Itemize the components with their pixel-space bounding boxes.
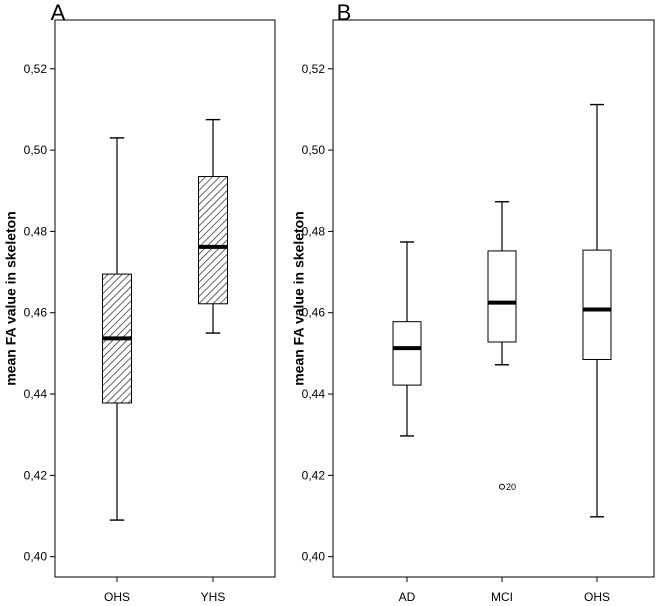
plot-frame <box>332 19 655 578</box>
y-tick-label: 0,52 <box>24 62 48 76</box>
y-axis-label: mean FA value in skeleton <box>3 211 19 386</box>
y-tick-label: 0,40 <box>302 550 326 564</box>
panel-B: B 0,40 0,42 0,44 0,46 0,48 0,50 0,52 mean FA val… <box>291 0 655 604</box>
x-tick-label: MCI <box>491 590 513 604</box>
x-tick-label: AD <box>399 590 416 604</box>
panels: A 0,40 0,42 0,44 0,46 0,48 0,50 0,52 mean FA val… <box>3 0 655 604</box>
x-tick-label: OHS <box>104 590 130 604</box>
y-tick-label: 0,48 <box>302 224 326 238</box>
box-ohs <box>582 103 612 518</box>
y-tick-label: 0,42 <box>302 468 326 482</box>
y-tick-label: 0,40 <box>24 550 48 564</box>
y-tick-label: 0,52 <box>302 62 326 76</box>
box-iqr <box>392 321 422 386</box>
box-iqr <box>582 249 612 360</box>
y-tick-label: 0,42 <box>24 468 48 482</box>
box-iqr <box>487 250 517 343</box>
y-tick-label: 0,46 <box>302 306 326 320</box>
y-tick-label: 0,46 <box>24 306 48 320</box>
box-ad <box>392 241 422 437</box>
panel-label: B <box>337 0 352 25</box>
panel-A: A 0,40 0,42 0,44 0,46 0,48 0,50 0,52 mean FA val… <box>3 0 276 604</box>
y-axis-label: mean FA value in skeleton <box>291 211 307 386</box>
outlier-label: 20 <box>506 482 516 492</box>
outlier-point <box>499 483 505 490</box>
y-tick-label: 0,44 <box>24 387 48 401</box>
y-tick-label: 0,44 <box>302 387 326 401</box>
box-yhs <box>198 118 228 334</box>
x-tick-label: OHS <box>584 590 610 604</box>
y-tick-label: 0,50 <box>24 143 48 157</box>
y-tick-label: 0,48 <box>24 224 48 238</box>
box-mci: 20 <box>487 201 517 492</box>
box-ohs <box>102 137 132 521</box>
panel-label: A <box>51 0 66 25</box>
box-iqr <box>198 176 228 305</box>
x-tick-label: YHS <box>201 590 226 604</box>
y-tick-label: 0,50 <box>302 143 326 157</box>
plot-frame <box>54 19 276 578</box>
